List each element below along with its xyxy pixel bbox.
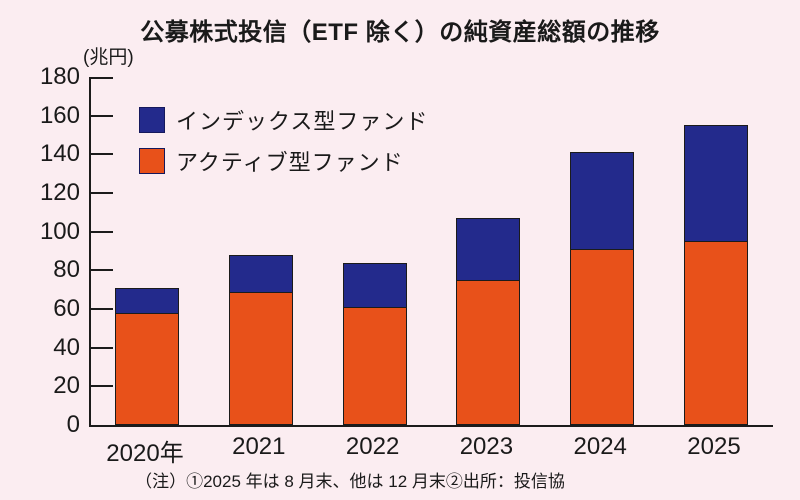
stacked-bar xyxy=(456,218,521,425)
bar-segment-index-fund xyxy=(229,255,292,293)
bar-segment-active-fund xyxy=(457,281,520,424)
stacked-bar xyxy=(115,287,179,425)
bar-segment-index-fund xyxy=(343,263,406,309)
bar-segment-index-fund xyxy=(457,219,520,282)
y-tick-mark xyxy=(91,114,113,117)
bar-segment-active-fund xyxy=(685,242,747,424)
stacked-bar xyxy=(342,262,407,425)
y-tick-label: 40 xyxy=(53,333,80,361)
bar-segment-active-fund xyxy=(571,250,634,424)
legend-label: アクティブ型ファンド xyxy=(176,150,404,175)
chart-title: 公募株式投信（ETF 除く）の純資産総額の推移 xyxy=(140,19,660,46)
legend-label: インデックス型ファンド xyxy=(176,109,429,134)
y-tick-label: 120 xyxy=(39,179,80,206)
y-tick-label: 160 xyxy=(39,101,80,129)
bar-segment-index-fund xyxy=(571,153,634,250)
y-tick-label: 140 xyxy=(39,140,80,168)
y-axis-labels: 0 20 40 60 80 100 120 140 160 180 xyxy=(0,0,80,500)
bar-segment-index-fund xyxy=(116,288,178,315)
y-tick-label: 20 xyxy=(53,372,80,400)
plot-area: インデックス型ファンド アクティブ型ファンド xyxy=(89,77,773,427)
bar-segment-active-fund xyxy=(229,292,292,424)
x-tick-label: 2023 xyxy=(459,433,514,460)
y-tick-mark xyxy=(91,308,113,310)
y-tick-mark xyxy=(91,385,113,388)
x-tick-label: 2021 xyxy=(232,433,286,460)
stacked-bar xyxy=(684,125,748,425)
bar-segment-index-fund xyxy=(685,126,747,243)
legend-swatch-index-fund xyxy=(139,107,165,133)
y-tick-mark xyxy=(91,192,113,194)
legend-item-active-fund: アクティブ型ファンド xyxy=(139,145,428,177)
x-tick-label: 2024 xyxy=(573,433,627,460)
legend-swatch-active-fund xyxy=(139,148,165,174)
x-tick-label: 2020年 xyxy=(106,440,184,467)
y-tick-mark xyxy=(91,153,113,156)
legend-item-index-fund: インデックス型ファンド xyxy=(139,104,428,136)
y-tick-label: 60 xyxy=(53,295,80,322)
y-tick-mark xyxy=(91,230,113,233)
y-tick-label: 0 xyxy=(66,411,80,438)
x-tick-label: 2022 xyxy=(345,433,400,460)
legend: インデックス型ファンド アクティブ型ファンド xyxy=(139,104,428,177)
y-tick-mark xyxy=(91,346,113,349)
y-axis-unit-label: (兆円) xyxy=(83,47,134,68)
footnote: （注）①2025 年は 8 月末、他は 12 月末②出所：投信協 xyxy=(135,472,565,491)
y-tick-label: 80 xyxy=(53,256,80,284)
y-tick-mark xyxy=(91,269,113,272)
y-tick-mark xyxy=(91,77,113,79)
stacked-bar xyxy=(228,254,293,425)
bar-segment-active-fund xyxy=(116,314,178,424)
stacked-bar xyxy=(570,152,635,425)
bar-segment-active-fund xyxy=(343,308,406,424)
y-tick-label: 100 xyxy=(39,217,80,245)
x-tick-label: 2025 xyxy=(687,433,741,460)
y-tick-label: 180 xyxy=(39,63,80,90)
